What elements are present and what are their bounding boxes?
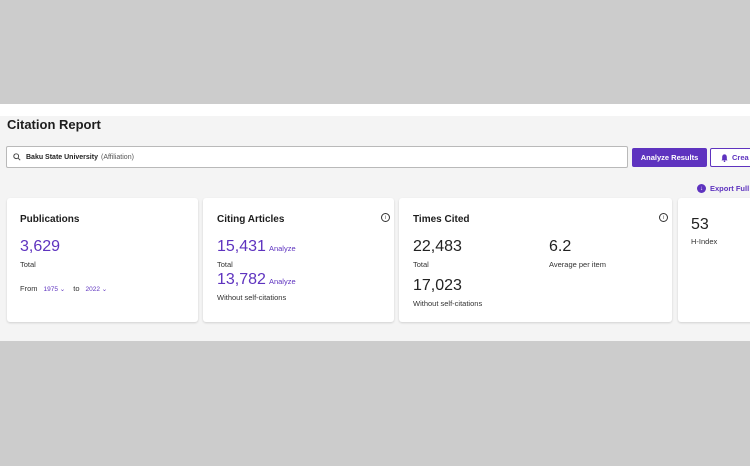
h-index-value: 53 [691,216,709,233]
search-hint: (Affiliation) [100,153,134,161]
from-label: From [20,284,38,293]
citing-without: 13,782 [217,271,266,288]
citing-total-row: 15,431 Analyze [217,238,296,256]
publications-card: Publications 3,629 Total From 1975 ⌄ to … [7,198,198,322]
create-alert-button[interactable]: Crea [710,148,750,167]
h-index-label: H-Index [691,237,718,246]
analyze-results-button[interactable]: Analyze Results [632,148,707,167]
chevron-down-icon: ⌄ [59,285,66,293]
year-range: From 1975 ⌄ to 2022 ⌄ [20,284,115,293]
citing-total-analyze-link[interactable]: Analyze [268,244,296,253]
to-label: to [73,284,80,293]
download-icon: ↓ [697,184,706,193]
average-per-item-label: Average per item [549,260,606,269]
times-cited-card: Times Cited i 22,483 Total 6.2 Average p… [399,198,672,322]
publications-value: 3,629 [20,238,61,255]
citing-without-label: Without self-citations [217,293,287,302]
create-alert-label: Crea [732,153,749,162]
times-cited-without-label: Without self-citations [413,299,483,308]
search-input[interactable]: Baku State University (Affiliation) [6,146,628,168]
search-icon [13,153,21,161]
h-index-card: 53 H-Index [678,198,750,322]
citing-without-analyze-link[interactable]: Analyze [268,277,296,286]
citing-total: 15,431 [217,238,266,255]
search-query: Baku State University [26,153,98,161]
citing-total-label: Total [217,260,233,269]
publications-label: Total [20,260,36,269]
times-cited-total-label: Total [413,260,429,269]
page-title: Citation Report [7,117,101,132]
citing-title: Citing Articles [217,214,285,225]
bell-icon [721,153,728,162]
info-icon[interactable]: i [659,213,668,222]
to-year-select[interactable]: 2022 ⌄ [85,285,108,293]
export-label: Export Full [710,184,750,193]
top-band [0,104,750,116]
info-icon[interactable]: i [381,213,390,222]
citing-without-row: 13,782 Analyze [217,271,296,289]
times-cited-title: Times Cited [413,214,470,225]
chevron-down-icon: ⌄ [101,285,108,293]
times-cited-without: 17,023 [413,277,462,294]
citing-articles-card: Citing Articles i 15,431 Analyze Total 13… [203,198,394,322]
times-cited-total: 22,483 [413,238,462,255]
export-full-button[interactable]: ↓ Export Full [697,184,749,193]
average-per-item: 6.2 [549,238,572,255]
from-year-select[interactable]: 1975 ⌄ [43,285,66,293]
citation-report-panel: Citation Report Baku State University (A… [0,104,750,341]
publications-title: Publications [20,214,80,225]
